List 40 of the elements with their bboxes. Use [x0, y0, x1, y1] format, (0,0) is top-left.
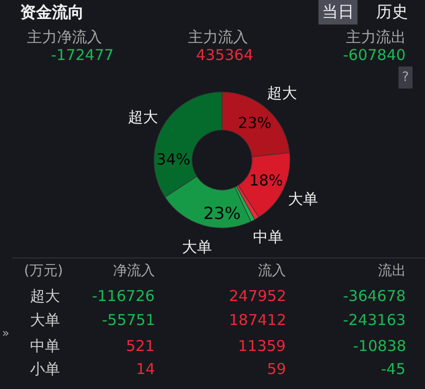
text: » [2, 326, 10, 340]
text: -243163 [343, 311, 406, 329]
text: 435364 [196, 46, 254, 64]
text: 11359 [238, 337, 286, 355]
text: 主力流入 [188, 28, 248, 46]
slice-label: 大单 [288, 190, 318, 208]
data-label: 34% [156, 150, 190, 168]
slice-label: 中单 [253, 228, 283, 246]
text: 521 [126, 337, 155, 355]
text: 净流入 [113, 263, 155, 279]
text: -364678 [343, 287, 406, 305]
text: ? [402, 70, 409, 85]
text: 大单 [30, 311, 60, 329]
text: -172477 [51, 46, 114, 64]
text: 小单 [30, 360, 60, 378]
text: 主力流出 [346, 28, 406, 46]
text: -45 [381, 360, 406, 378]
data-label: 23% [203, 203, 241, 224]
slice-label: 超大 [128, 108, 158, 126]
text: (万元) [24, 263, 63, 279]
chart-title: 资金流向 [20, 2, 84, 22]
text: -607840 [343, 46, 406, 64]
text: -10838 [353, 337, 406, 355]
text: 247952 [229, 287, 286, 305]
text: 流入 [258, 263, 286, 279]
text: 14 [136, 360, 156, 378]
data-label: 18% [249, 172, 283, 190]
text: 流出 [378, 263, 406, 279]
text: -116726 [92, 287, 155, 305]
text: 主力净流入 [27, 28, 102, 46]
text: 当日 [322, 2, 354, 21]
text: 历史 [376, 2, 408, 21]
data-label: 23% [238, 114, 272, 132]
slice-label: 超大 [267, 84, 297, 102]
text: -55751 [102, 311, 156, 329]
text: 59 [267, 360, 286, 378]
text: 超大 [30, 287, 60, 305]
text: 中单 [30, 337, 60, 355]
text: 187412 [229, 311, 286, 329]
slice-label: 大单 [182, 238, 212, 256]
